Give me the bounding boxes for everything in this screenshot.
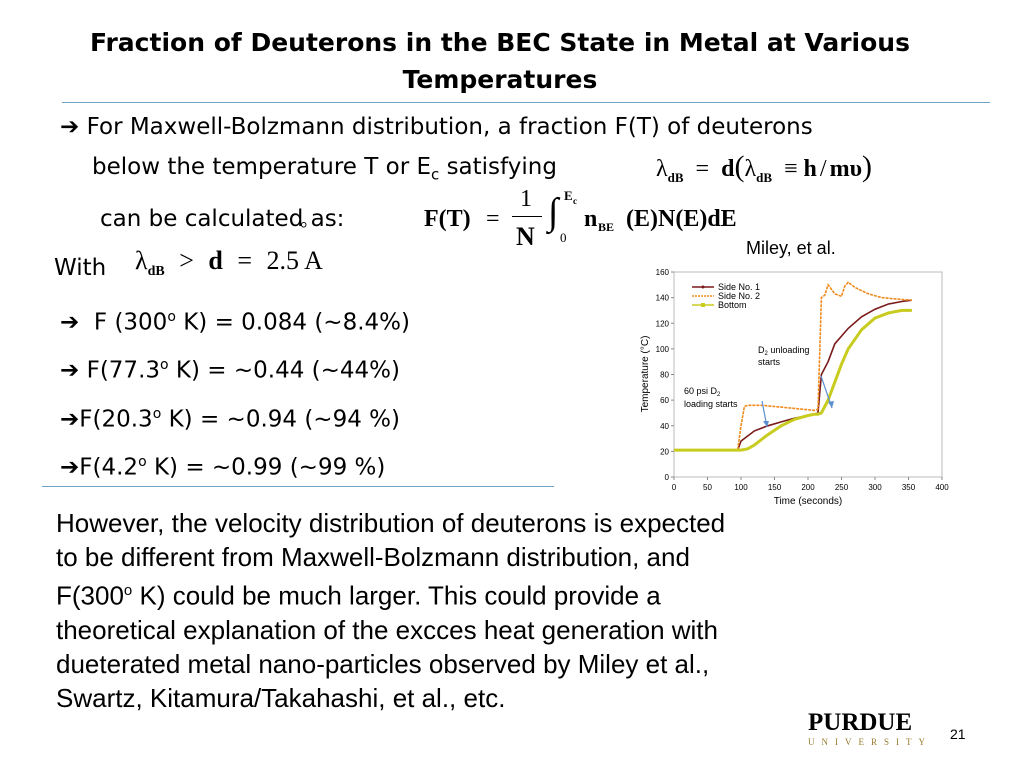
legend-label-1: Side No. 2	[718, 291, 760, 301]
temperature-chart: 0 20 40 60 80 100 120 140 160 0 50 100 150 200 250 300…	[636, 264, 960, 508]
x-tick-label-5: 250	[835, 483, 849, 492]
chart-svg: 0 20 40 60 80 100 120 140 160 0 50 100 150 200 250 300…	[640, 268, 949, 507]
y-tick-label-0: 0	[665, 473, 670, 482]
bullet-1-line-3: can be calculated as:	[100, 206, 345, 232]
series-line-2	[674, 308, 912, 452]
bottom-divider	[42, 486, 554, 487]
bullet-1-line-2: below the temperature T or Ec satisfying	[92, 152, 557, 190]
bullet-1-subscript: c	[431, 165, 440, 184]
x-tick-label-1: 50	[703, 483, 712, 492]
page-number: 21	[950, 726, 966, 742]
bullet-1-line-1: ➔ For Maxwell-Bolzmann distribution, a f…	[60, 112, 813, 142]
annotation-unloading: D2 unloading starts	[758, 345, 834, 409]
explanation-paragraph: However, the velocity distribution of de…	[56, 506, 956, 715]
result-77k: ➔ F(77.3o K) = ~0.44 (~44%)	[60, 357, 400, 384]
y-tick-label-6: 120	[656, 319, 670, 328]
svg-text:D2 unloading: D2 unloading	[758, 345, 809, 357]
svg-text:60 psi D2: 60 psi D2	[684, 386, 721, 398]
title-divider	[62, 102, 990, 103]
y-tick-label-2: 40	[660, 422, 669, 431]
x-tick-label-0: 0	[672, 483, 677, 492]
y-tick-label-5: 100	[656, 345, 670, 354]
x-axis-label: Time (seconds)	[774, 496, 843, 507]
equation-de-broglie: λdB = d(λdB ≡ h / mυ)	[656, 150, 873, 185]
svg-text:loading starts: loading starts	[684, 399, 738, 409]
annotation-loading: 60 psi D2 loading starts	[684, 386, 769, 428]
paragraph-line-2: to be different from Maxwell-Bolzmann di…	[56, 542, 690, 572]
right-arrow-icon: ➔	[60, 114, 80, 140]
plot-frame	[673, 271, 943, 478]
purdue-logo: PURDUE UNIVERSITY	[808, 710, 948, 748]
result-4k: ➔F(4.2o K) = ~0.99 (~99 %)	[60, 454, 386, 481]
y-tick-label-3: 60	[660, 396, 669, 405]
result-300k: ➔ F (300o K) = 0.084 (~8.4%)	[60, 309, 410, 336]
x-tick-label-8: 400	[935, 483, 949, 492]
bullet-1-text-2a: below the temperature T or E	[92, 154, 432, 180]
series-line-1	[674, 281, 912, 451]
citation: Miley, et al.	[746, 238, 836, 258]
logo-subtitle: UNIVERSITY	[808, 737, 932, 747]
paragraph-line-4: theoretical explanation of the excces he…	[56, 614, 718, 645]
slide-title: Fraction of Deuterons in the BEC State i…	[90, 28, 910, 94]
x-tick-label-7: 350	[902, 483, 916, 492]
chart-legend: Side No. 1 Side No. 2 Bottom	[692, 282, 760, 310]
x-tick-label-6: 300	[868, 483, 882, 492]
y-tick-label-8: 160	[656, 268, 670, 277]
paragraph-line-5: dueterated metal nano-particles observed…	[56, 648, 710, 679]
svg-text:starts: starts	[758, 357, 781, 367]
x-tick-label-4: 200	[801, 483, 815, 492]
paragraph-line-6: Swartz, Kitamura/Takahashi, et al., etc.	[56, 682, 506, 713]
y-axis-label: Temperature (°C)	[640, 336, 651, 413]
with-label: With	[54, 255, 107, 281]
bullet-1-text-2b: satisfying	[439, 154, 557, 180]
equation-threshold: λdB > d = 2.5 A °	[135, 218, 323, 280]
bullet-1-text-1: For Maxwell-Bolzmann distribution, a fra…	[86, 114, 813, 140]
right-arrow-icon: ➔	[60, 309, 80, 336]
logo-wordmark: PURDUE	[808, 709, 913, 736]
paragraph-line-3: F(300o K) could be much larger. This cou…	[56, 580, 661, 611]
y-tick-label-4: 80	[660, 371, 669, 380]
right-arrow-icon: ➔	[60, 406, 80, 433]
x-tick-label-3: 150	[768, 483, 782, 492]
paragraph-line-1: However, the velocity distribution of de…	[56, 508, 726, 538]
right-arrow-icon: ➔	[60, 454, 80, 481]
right-arrow-icon: ➔	[60, 357, 80, 384]
legend-label-0: Side No. 1	[718, 282, 760, 292]
legend-label-2: Bottom	[718, 300, 747, 310]
y-tick-label-7: 140	[656, 294, 670, 303]
result-20k: ➔F(20.3o K) = ~0.94 (~94 %)	[60, 406, 400, 433]
y-tick-label-1: 20	[660, 447, 669, 456]
x-tick-label-2: 100	[734, 483, 748, 492]
